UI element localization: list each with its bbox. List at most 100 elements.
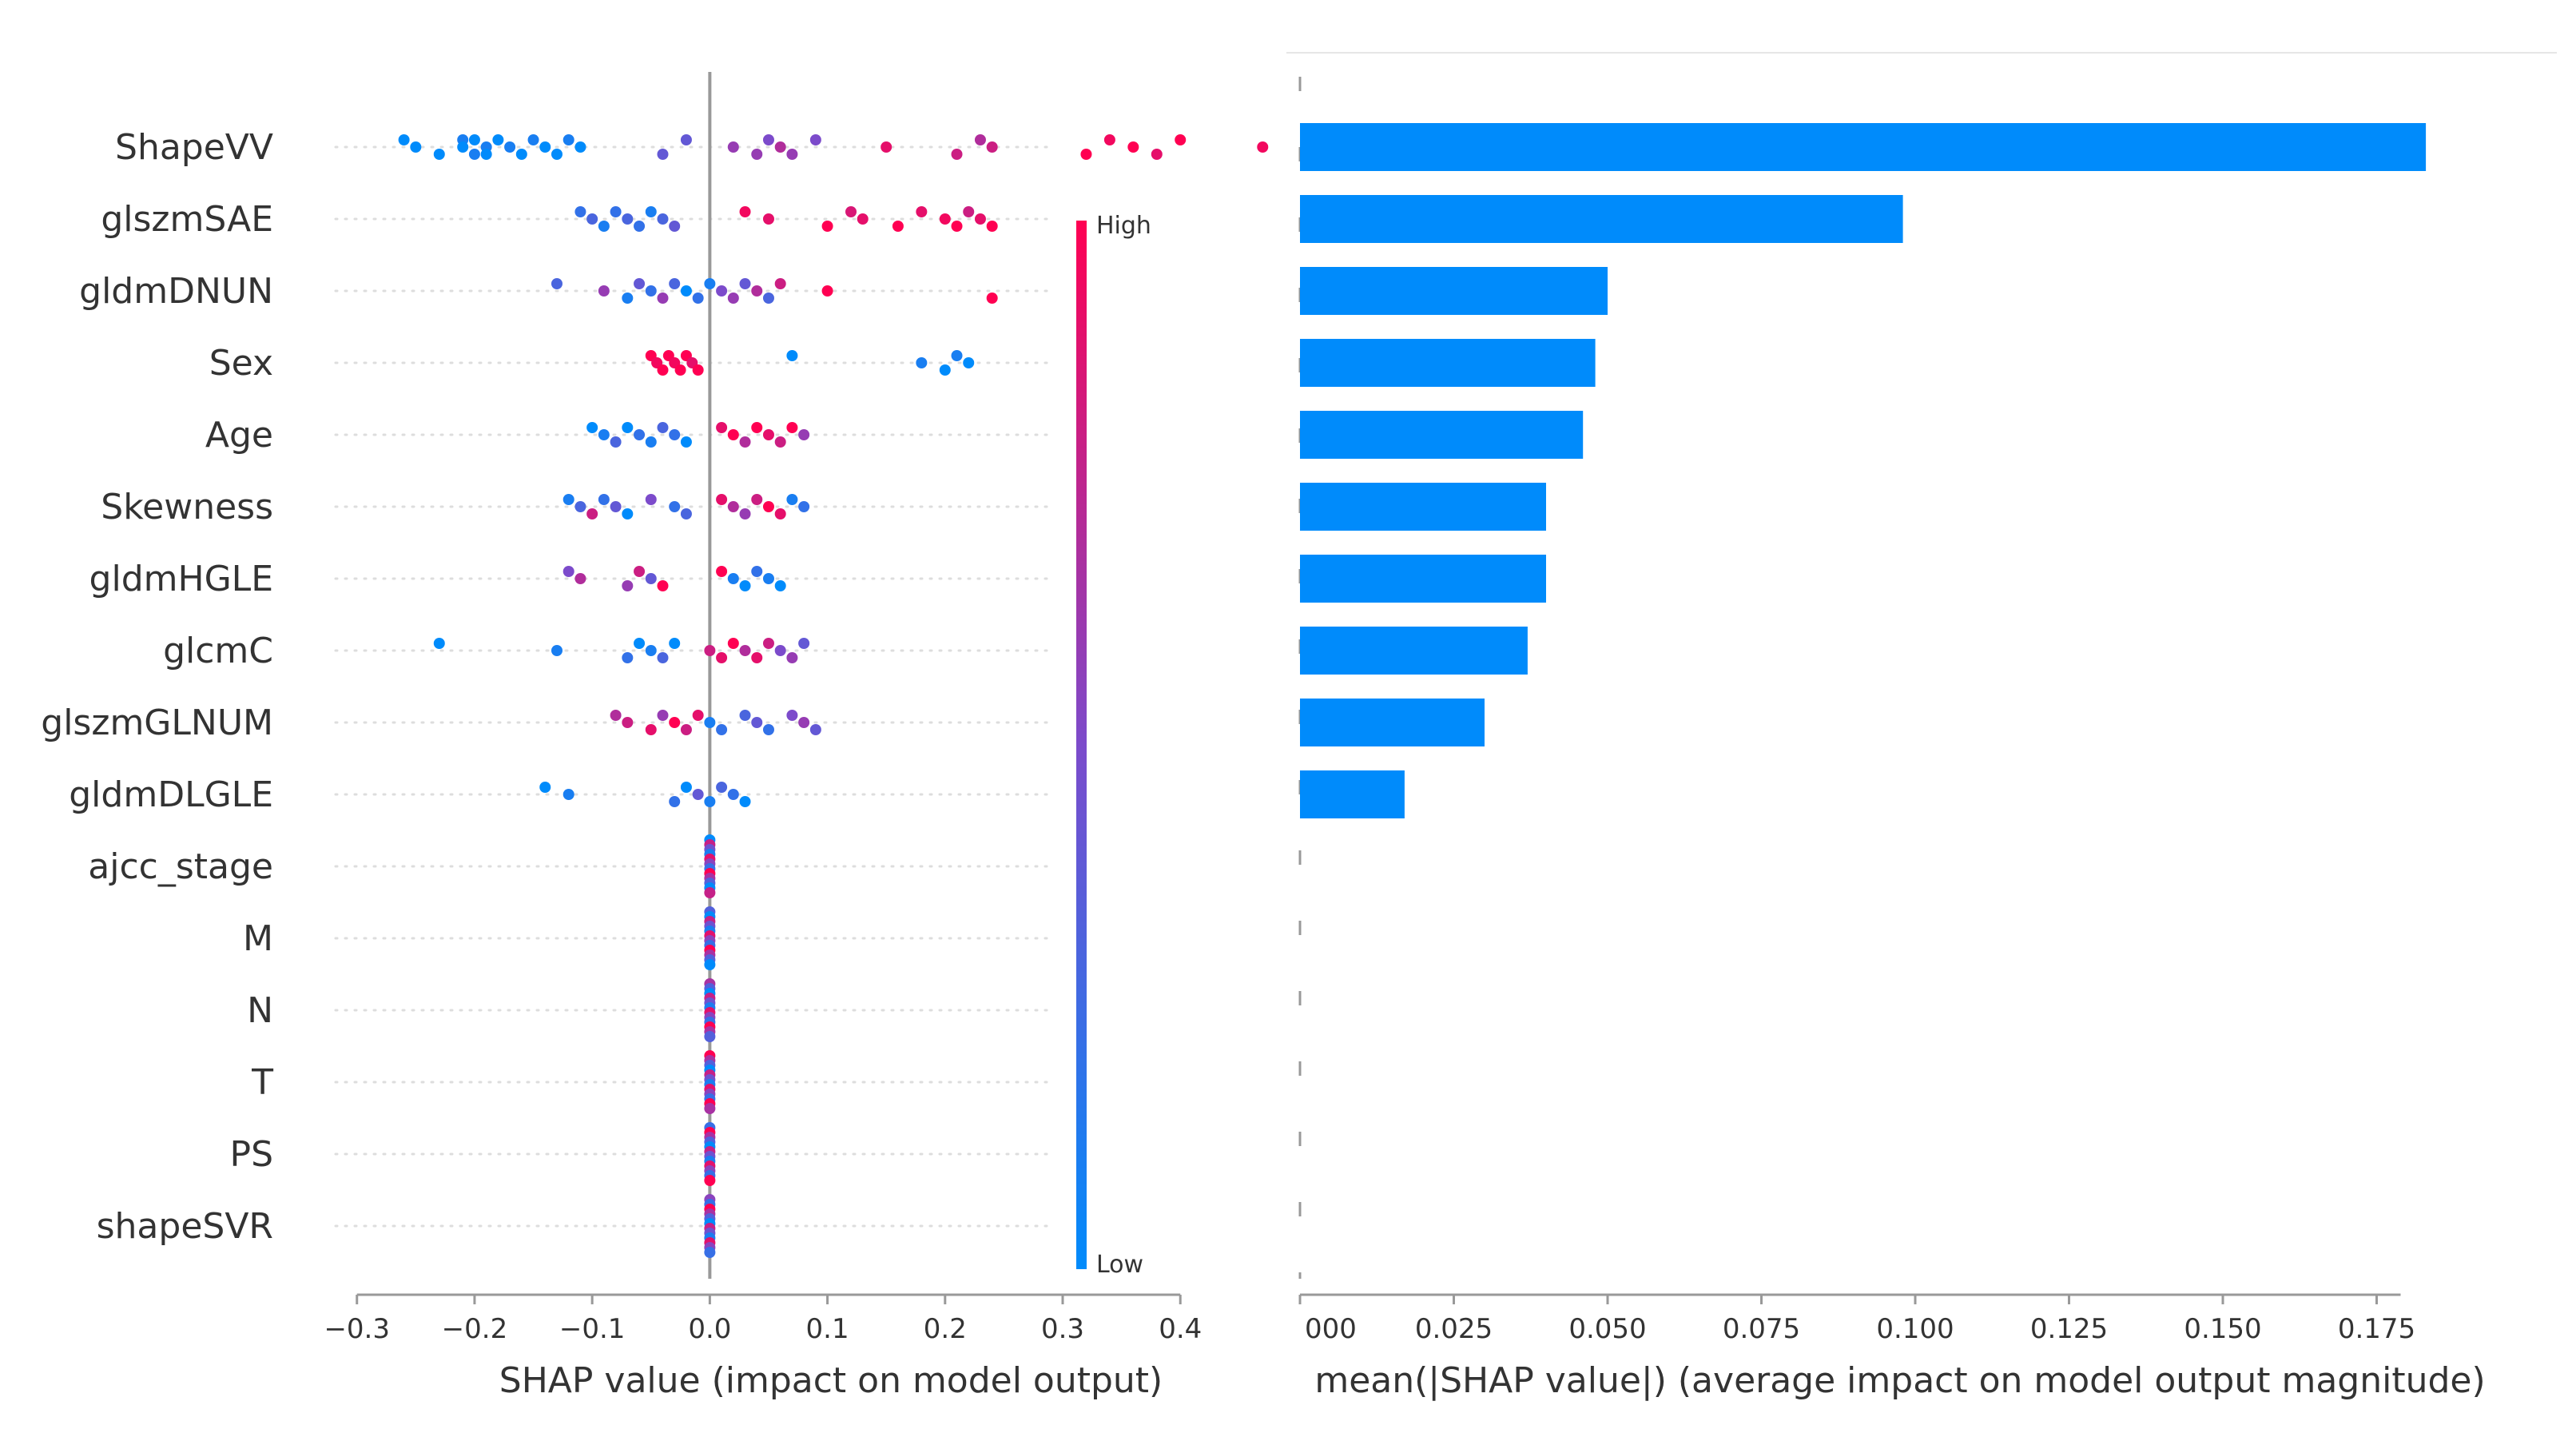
shap-point — [762, 638, 774, 649]
shap-point — [727, 501, 739, 512]
shap-point — [622, 580, 634, 591]
shap-point — [1103, 134, 1115, 145]
shap-point — [727, 573, 739, 584]
shap-point — [786, 149, 798, 160]
shap-point — [669, 796, 681, 807]
shap-point — [680, 508, 692, 519]
shap-point — [551, 278, 563, 289]
beeswarm-plot: ShapeVV glszmSAE gldmDNUN Sex Age Skewness gld… — [41, 72, 1269, 1345]
shap-point — [669, 221, 681, 232]
bar-x-tick-label: 0.050 — [1568, 1313, 1646, 1345]
shap-point — [739, 436, 751, 448]
shap-point — [704, 278, 716, 289]
shap-point — [645, 285, 657, 297]
shap-point — [751, 717, 763, 728]
shap-point — [574, 141, 586, 153]
shap-point — [610, 501, 622, 512]
bar-glszmglnum — [1300, 699, 1485, 746]
shap-point — [692, 364, 704, 376]
bar-x-tick-label: 0.025 — [1415, 1313, 1493, 1345]
shap-point — [586, 213, 598, 225]
shap-point — [786, 422, 798, 433]
shap-point — [716, 422, 728, 433]
feature-label-skewness: Skewness — [101, 487, 273, 527]
shap-point — [433, 638, 445, 649]
shap-point — [751, 566, 763, 577]
shap-point — [586, 508, 598, 519]
shap-point — [845, 206, 857, 217]
bar-x-axis-label: mean(|SHAP value|) (average impact on mo… — [1314, 1360, 2485, 1401]
shap-point — [669, 717, 681, 728]
shap-point — [574, 573, 586, 584]
shap-point — [739, 580, 751, 591]
shap-point — [657, 293, 669, 304]
shap-point — [634, 566, 646, 577]
shap-point — [951, 149, 963, 160]
shap-point — [645, 573, 657, 584]
shap-point — [951, 350, 963, 361]
shap-point — [398, 134, 410, 145]
shap-point — [598, 221, 610, 232]
shap-point — [704, 796, 716, 807]
shap-point — [986, 293, 998, 304]
shap-point — [657, 213, 669, 225]
bar-x-tick-label: 0.175 — [2338, 1313, 2415, 1345]
shap-point — [704, 717, 716, 728]
shap-point — [739, 278, 751, 289]
bar-age — [1300, 411, 1584, 459]
shap-point — [916, 206, 928, 217]
shap-point — [762, 573, 774, 584]
shap-point — [680, 436, 692, 448]
shap-point — [716, 494, 728, 505]
shap-point — [527, 134, 539, 145]
shap-point — [916, 357, 928, 368]
shap-point — [692, 789, 704, 800]
shap-point — [762, 293, 774, 304]
shap-point — [598, 429, 610, 440]
shap-point — [751, 285, 763, 297]
shap-point — [727, 429, 739, 440]
shap-point — [939, 364, 951, 376]
shap-point — [798, 638, 810, 649]
shap-point — [657, 422, 669, 433]
shap-point — [798, 501, 810, 512]
feature-label-sex: Sex — [209, 343, 273, 384]
feature-label-age: Age — [205, 415, 273, 456]
shap-point — [645, 206, 657, 217]
shap-point — [762, 134, 774, 145]
feature-label-ajcc_stage: ajcc_stage — [88, 846, 273, 887]
shap-point — [798, 717, 810, 728]
bar-x-tick-label: 000 — [1305, 1313, 1357, 1345]
shap-point — [645, 494, 657, 505]
shap-point — [786, 350, 798, 361]
shap-point — [762, 724, 774, 735]
shap-point — [786, 652, 798, 663]
shap-point — [809, 724, 821, 735]
beeswarm-x-tick-label: −0.1 — [559, 1313, 626, 1345]
feature-label-glcmc: glcmC — [163, 631, 273, 671]
shap-point — [821, 285, 833, 297]
shap-point — [774, 278, 786, 289]
shap-point — [410, 141, 422, 153]
bar-x-tick-label: 0.125 — [2030, 1313, 2108, 1345]
shap-point — [727, 638, 739, 649]
shap-point — [622, 293, 634, 304]
feature-label-shapevv: ShapeVV — [115, 127, 273, 168]
shap-point — [680, 134, 692, 145]
shap-point — [963, 206, 975, 217]
shap-point — [610, 710, 622, 721]
shap-point — [751, 494, 763, 505]
bar-skewness — [1300, 483, 1546, 531]
shap-point — [704, 1247, 716, 1258]
shap-point — [551, 645, 563, 656]
shap-point — [798, 429, 810, 440]
bar-glcmc — [1300, 627, 1528, 675]
shap-point — [468, 134, 480, 145]
shap-point — [774, 436, 786, 448]
shap-point — [892, 221, 904, 232]
shap-point — [610, 206, 622, 217]
shap-point — [716, 285, 728, 297]
shap-point — [963, 357, 975, 368]
shap-point — [669, 429, 681, 440]
shap-point — [751, 652, 763, 663]
